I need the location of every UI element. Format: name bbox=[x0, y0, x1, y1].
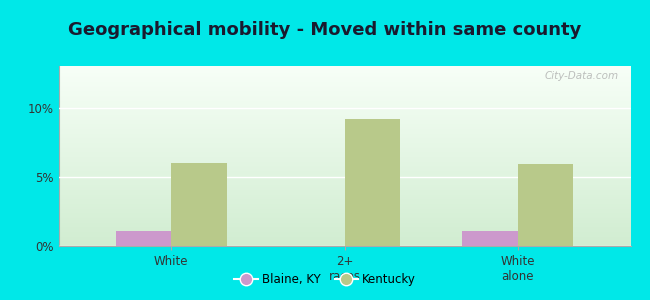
Bar bbox=[344, 118, 400, 246]
Bar bbox=[171, 163, 227, 246]
Text: Geographical mobility - Moved within same county: Geographical mobility - Moved within sam… bbox=[68, 21, 582, 39]
Bar bbox=[462, 231, 518, 246]
Bar bbox=[518, 164, 573, 246]
Legend: Blaine, KY, Kentucky: Blaine, KY, Kentucky bbox=[229, 269, 421, 291]
Text: City-Data.com: City-Data.com bbox=[545, 71, 619, 81]
Bar bbox=[116, 231, 171, 246]
